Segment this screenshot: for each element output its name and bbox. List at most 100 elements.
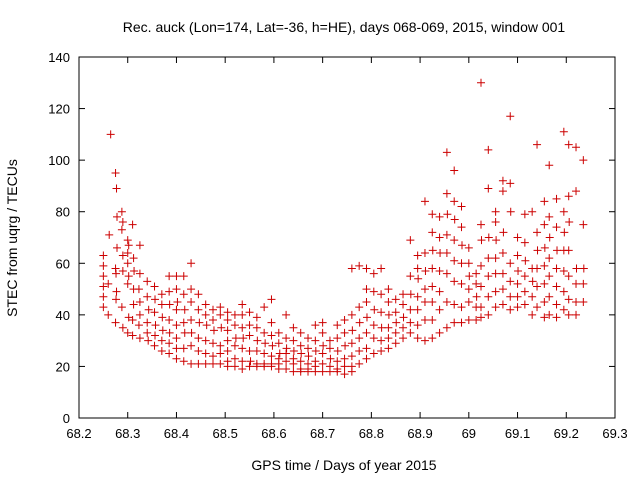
data-point (143, 292, 152, 301)
data-point (289, 323, 298, 332)
data-point (289, 336, 298, 345)
data-point (540, 297, 549, 306)
data-point (457, 223, 466, 232)
data-point (105, 230, 114, 239)
data-point (579, 279, 588, 288)
data-point (117, 225, 126, 234)
data-point (230, 321, 239, 330)
data-point (484, 310, 493, 319)
data-point (202, 321, 211, 330)
y-tick-label: 80 (56, 205, 70, 220)
y-axis: 0 20 40 60 80 100 120 140 (48, 50, 615, 426)
data-point (296, 341, 305, 350)
data-point (420, 285, 429, 294)
data-point (165, 339, 174, 348)
data-point (391, 339, 400, 348)
data-point (484, 292, 493, 301)
data-point (252, 362, 261, 371)
data-point (450, 256, 459, 265)
data-point (457, 202, 466, 211)
data-point (179, 344, 188, 353)
data-point (498, 176, 507, 185)
data-point (267, 318, 276, 327)
data-point (355, 346, 364, 355)
data-point (209, 305, 217, 314)
data-point (472, 292, 481, 301)
data-point (296, 357, 305, 366)
data-point (435, 305, 444, 314)
data-point (545, 212, 554, 221)
data-point (165, 272, 174, 281)
data-point (311, 321, 320, 330)
data-point (340, 316, 349, 325)
data-point (540, 243, 549, 252)
data-point (117, 207, 126, 216)
data-point (296, 328, 305, 337)
data-point (579, 156, 588, 165)
data-point (362, 328, 371, 337)
x-tick-label: 69.2 (554, 426, 579, 441)
data-point (384, 285, 393, 294)
data-point (333, 357, 342, 366)
data-point (406, 305, 415, 314)
y-tick-label: 140 (48, 50, 70, 65)
data-point (340, 370, 349, 379)
data-point (118, 323, 127, 332)
data-point (413, 251, 422, 260)
data-point (245, 346, 254, 355)
data-point (377, 346, 386, 355)
data-point (172, 272, 181, 281)
data-point (223, 316, 232, 325)
data-point (572, 187, 581, 196)
data-point (144, 336, 153, 345)
data-point (420, 248, 429, 257)
data-point (413, 264, 422, 273)
data-point (464, 285, 473, 294)
data-point (194, 290, 203, 299)
data-point (564, 140, 573, 149)
data-point (520, 287, 529, 296)
data-point (442, 230, 451, 239)
data-point (435, 328, 444, 337)
data-point (406, 272, 415, 281)
data-point (413, 292, 422, 301)
data-point (391, 328, 400, 337)
data-point (325, 344, 334, 353)
data-point (172, 285, 181, 294)
data-point (151, 295, 160, 304)
data-point (112, 287, 121, 296)
data-point (552, 313, 561, 322)
data-point (355, 318, 364, 327)
data-point (194, 305, 203, 314)
data-point (201, 300, 210, 309)
data-point (347, 352, 356, 361)
data-point (392, 318, 401, 327)
data-point (268, 341, 277, 350)
data-point (209, 352, 217, 361)
data-point (333, 334, 342, 343)
x-tick-label: 69.1 (505, 426, 530, 441)
data-point (435, 233, 444, 242)
data-point (435, 287, 444, 296)
data-point (450, 166, 459, 175)
data-point (187, 341, 196, 350)
chart-title: Rec. auck (Lon=174, Lat=-36, h=HE), days… (123, 19, 566, 35)
data-point (223, 308, 232, 317)
data-point (457, 279, 466, 288)
data-point (267, 331, 276, 340)
data-point (173, 297, 182, 306)
data-point (347, 367, 356, 376)
data-point (413, 305, 422, 314)
data-point (106, 130, 115, 139)
data-point (230, 362, 239, 371)
data-point (304, 352, 313, 361)
data-point (484, 145, 493, 154)
data-point (223, 326, 232, 335)
data-point (377, 323, 386, 332)
data-point (533, 264, 542, 273)
data-point (369, 334, 378, 343)
data-point (123, 236, 132, 245)
y-tick-label: 100 (48, 153, 70, 168)
data-point (282, 357, 291, 366)
data-point (194, 359, 203, 368)
